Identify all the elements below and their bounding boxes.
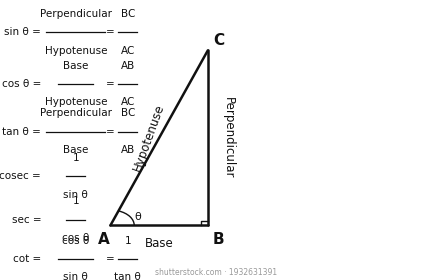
Text: 1: 1 <box>72 153 79 163</box>
Text: sin θ: sin θ <box>63 272 88 280</box>
Text: 1: 1 <box>124 235 131 246</box>
Text: Perpendicular: Perpendicular <box>222 97 235 179</box>
Text: cot =: cot = <box>13 254 41 264</box>
Text: θ: θ <box>134 212 141 222</box>
Text: B: B <box>213 232 225 248</box>
Text: Base: Base <box>63 145 88 155</box>
Text: AC: AC <box>120 46 135 56</box>
Text: =: = <box>106 79 115 89</box>
Text: Base: Base <box>145 237 174 249</box>
Text: cos θ: cos θ <box>62 235 90 246</box>
Text: Perpendicular: Perpendicular <box>40 108 112 118</box>
Text: =: = <box>106 27 115 37</box>
Text: BC: BC <box>120 9 135 19</box>
Text: Hypotenuse: Hypotenuse <box>45 46 107 56</box>
Text: AC: AC <box>120 97 135 108</box>
Text: cos θ =: cos θ = <box>2 79 41 89</box>
Text: Perpendicular: Perpendicular <box>40 9 112 19</box>
Text: =: = <box>106 254 115 264</box>
Text: cos θ: cos θ <box>62 233 90 243</box>
Text: C: C <box>213 32 224 48</box>
Text: sin θ: sin θ <box>63 190 88 200</box>
Text: 1: 1 <box>72 196 79 206</box>
Text: Hypotenuse: Hypotenuse <box>130 102 166 173</box>
Text: =: = <box>106 127 115 137</box>
Text: cosec =: cosec = <box>0 171 41 181</box>
Text: AB: AB <box>121 145 135 155</box>
Text: AB: AB <box>121 60 135 71</box>
Text: tan θ =: tan θ = <box>2 127 41 137</box>
Text: A: A <box>98 232 110 248</box>
Text: shutterstock.com · 1932631391: shutterstock.com · 1932631391 <box>155 268 278 277</box>
Text: Hypotenuse: Hypotenuse <box>45 97 107 108</box>
Text: Base: Base <box>63 60 88 71</box>
Text: sec =: sec = <box>12 215 41 225</box>
Text: sin θ =: sin θ = <box>4 27 41 37</box>
Text: tan θ: tan θ <box>114 272 141 280</box>
Text: BC: BC <box>120 108 135 118</box>
